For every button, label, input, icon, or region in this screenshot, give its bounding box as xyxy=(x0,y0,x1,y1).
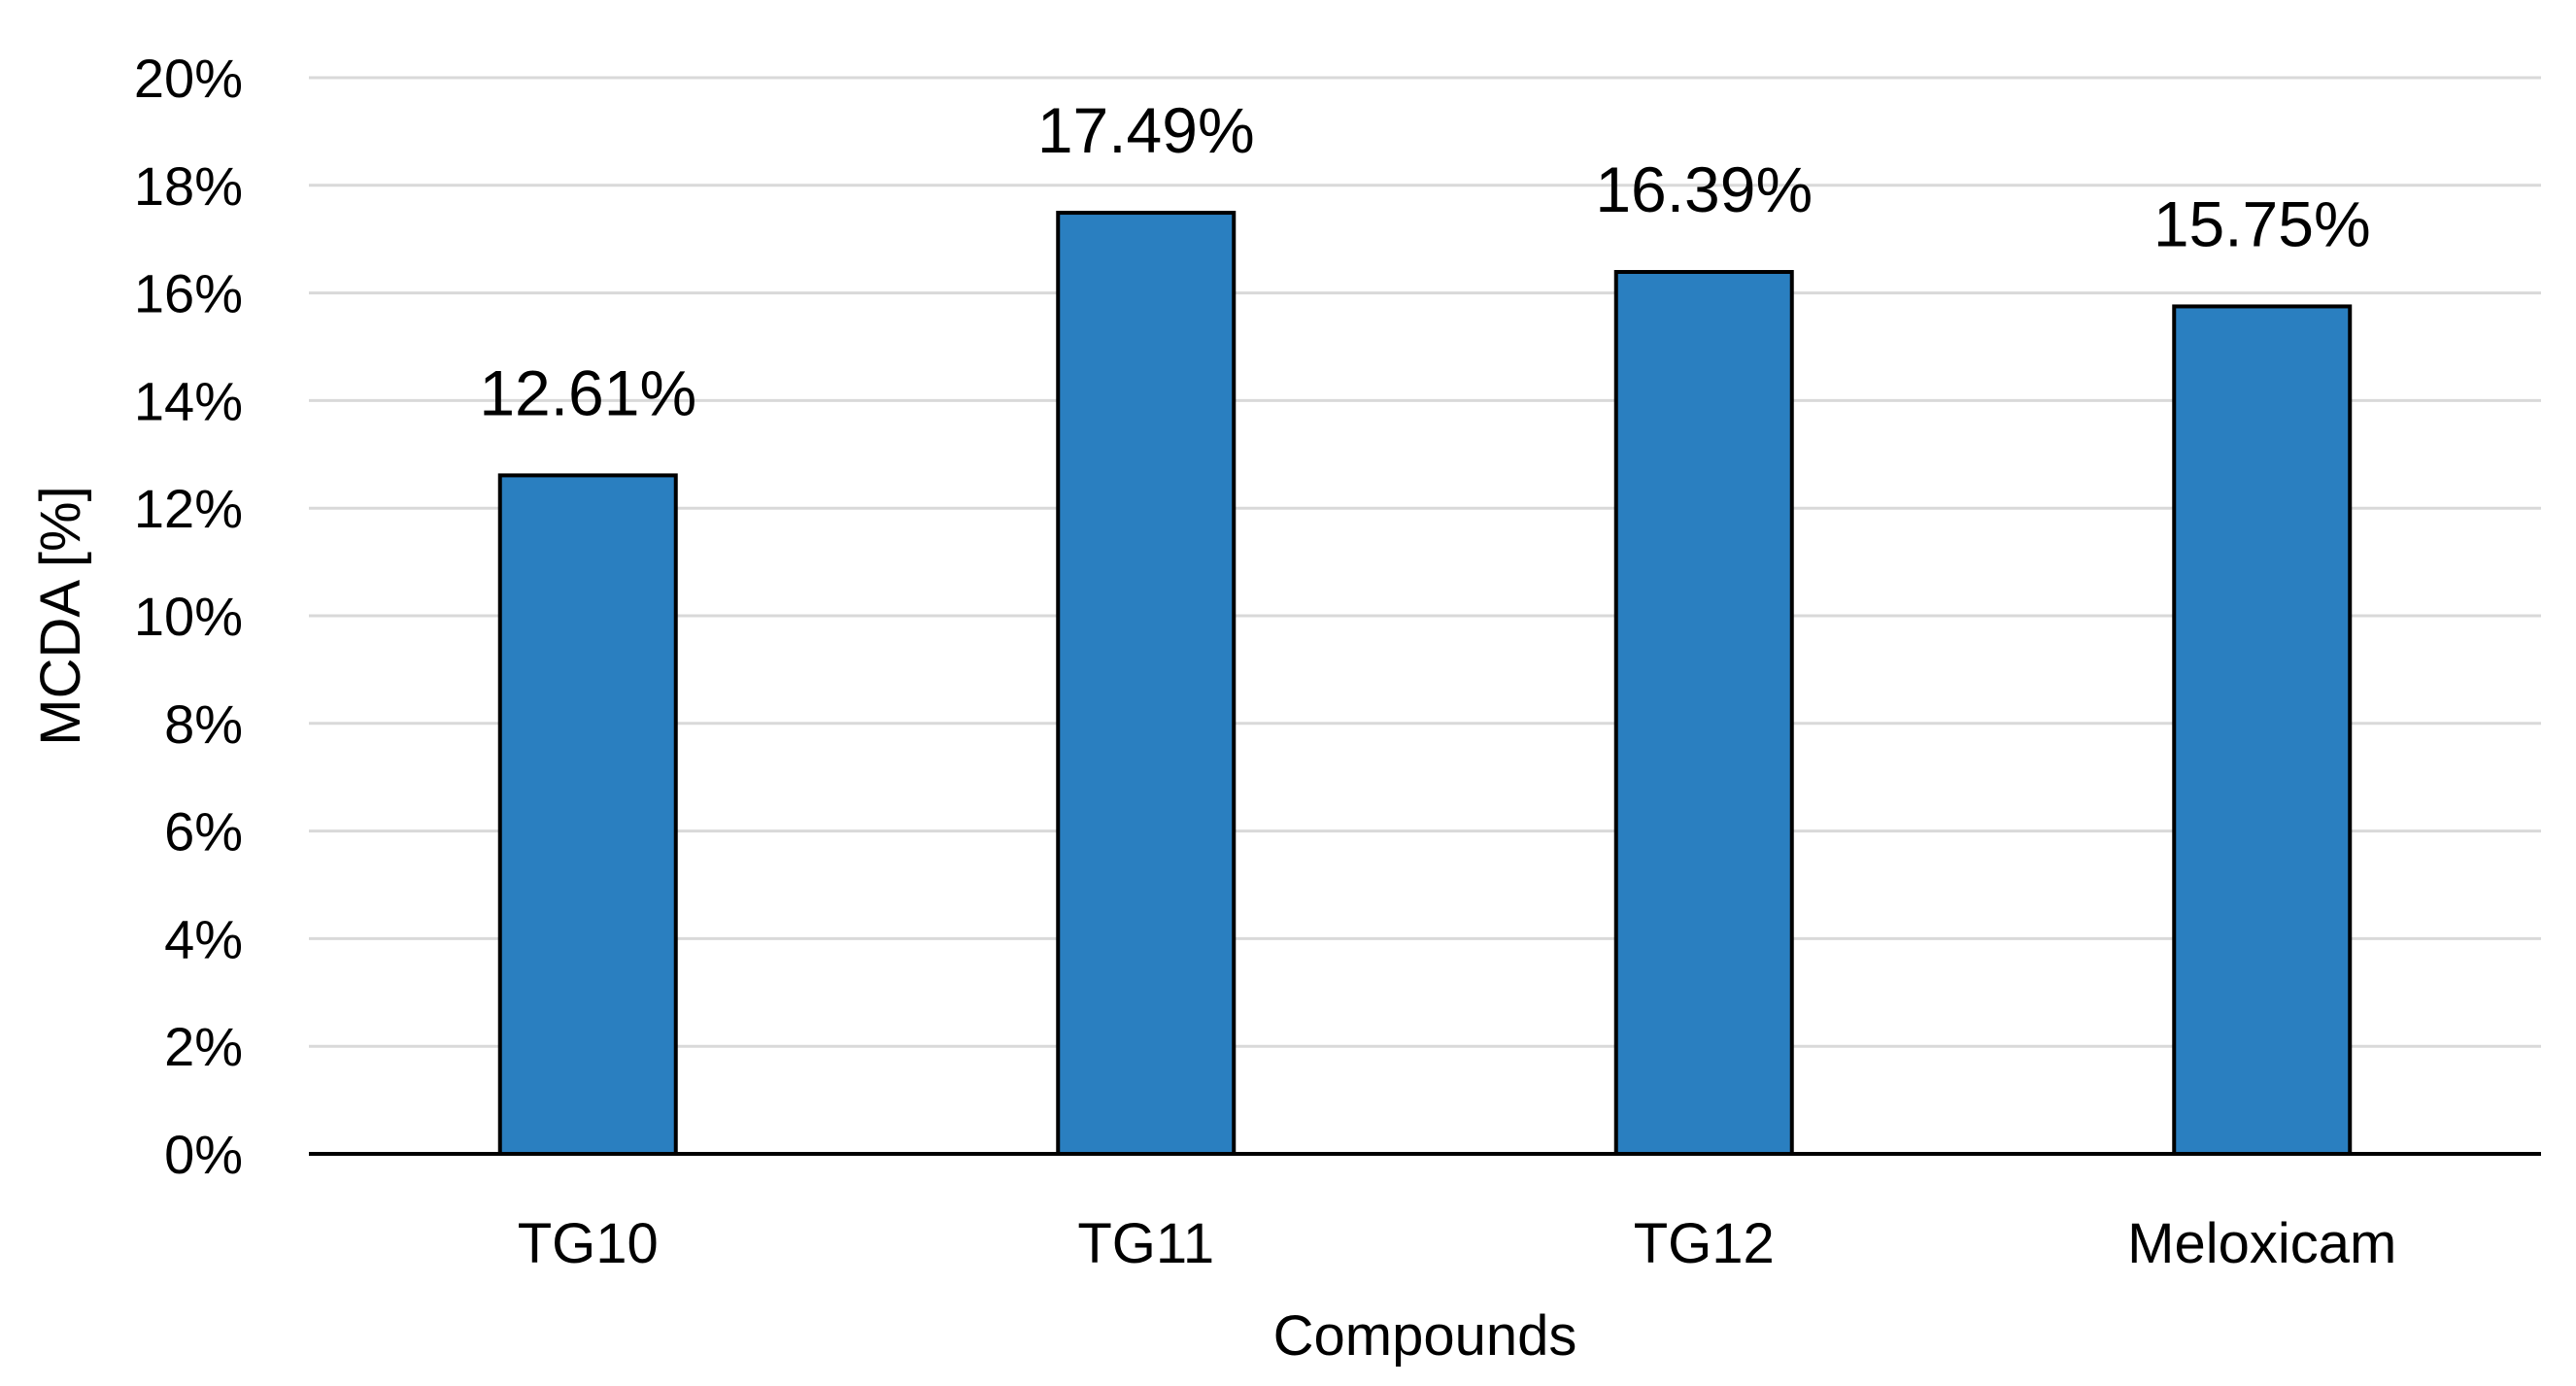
bars xyxy=(497,211,2353,1156)
y-tick-label: 18% xyxy=(134,155,243,217)
x-tick-label: TG11 xyxy=(1077,1212,1214,1275)
bar-meloxicam xyxy=(2172,304,2353,1156)
x-tick-label: TG10 xyxy=(518,1212,659,1275)
y-tick-label: 12% xyxy=(134,478,243,539)
x-tick-label: Meloxicam xyxy=(2127,1212,2396,1275)
y-tick-label: 20% xyxy=(134,48,243,109)
y-axis-ticks: 0% 2% 4% 6% 8% 10% 12% 14% 16% 18% 20% xyxy=(134,48,243,1185)
bar-tg10 xyxy=(497,473,678,1156)
x-axis-categories: TG10 TG11 TG12 Meloxicam xyxy=(518,1212,2397,1275)
value-labels: 12.61% 17.49% 16.39% 15.75% xyxy=(479,94,2370,428)
y-tick-label: 16% xyxy=(134,263,243,324)
y-tick-label: 6% xyxy=(164,801,243,862)
y-axis-title: MCDA [%] xyxy=(29,486,92,746)
bar-tg11 xyxy=(1056,211,1237,1156)
data-label: 16.39% xyxy=(1595,153,1813,225)
gridlines xyxy=(309,76,2541,1048)
data-label: 15.75% xyxy=(2153,187,2371,259)
y-tick-label: 0% xyxy=(164,1124,243,1185)
bar-tg12 xyxy=(1613,269,1794,1156)
y-tick-label: 14% xyxy=(134,370,243,431)
y-tick-label: 4% xyxy=(164,908,243,969)
data-label: 17.49% xyxy=(1037,94,1255,166)
x-tick-label: TG12 xyxy=(1634,1212,1775,1275)
y-tick-label: 2% xyxy=(164,1016,243,1077)
y-tick-label: 10% xyxy=(134,586,243,647)
x-axis-title: Compounds xyxy=(1273,1304,1577,1368)
y-tick-label: 8% xyxy=(164,693,243,755)
data-label: 12.61% xyxy=(479,356,696,428)
